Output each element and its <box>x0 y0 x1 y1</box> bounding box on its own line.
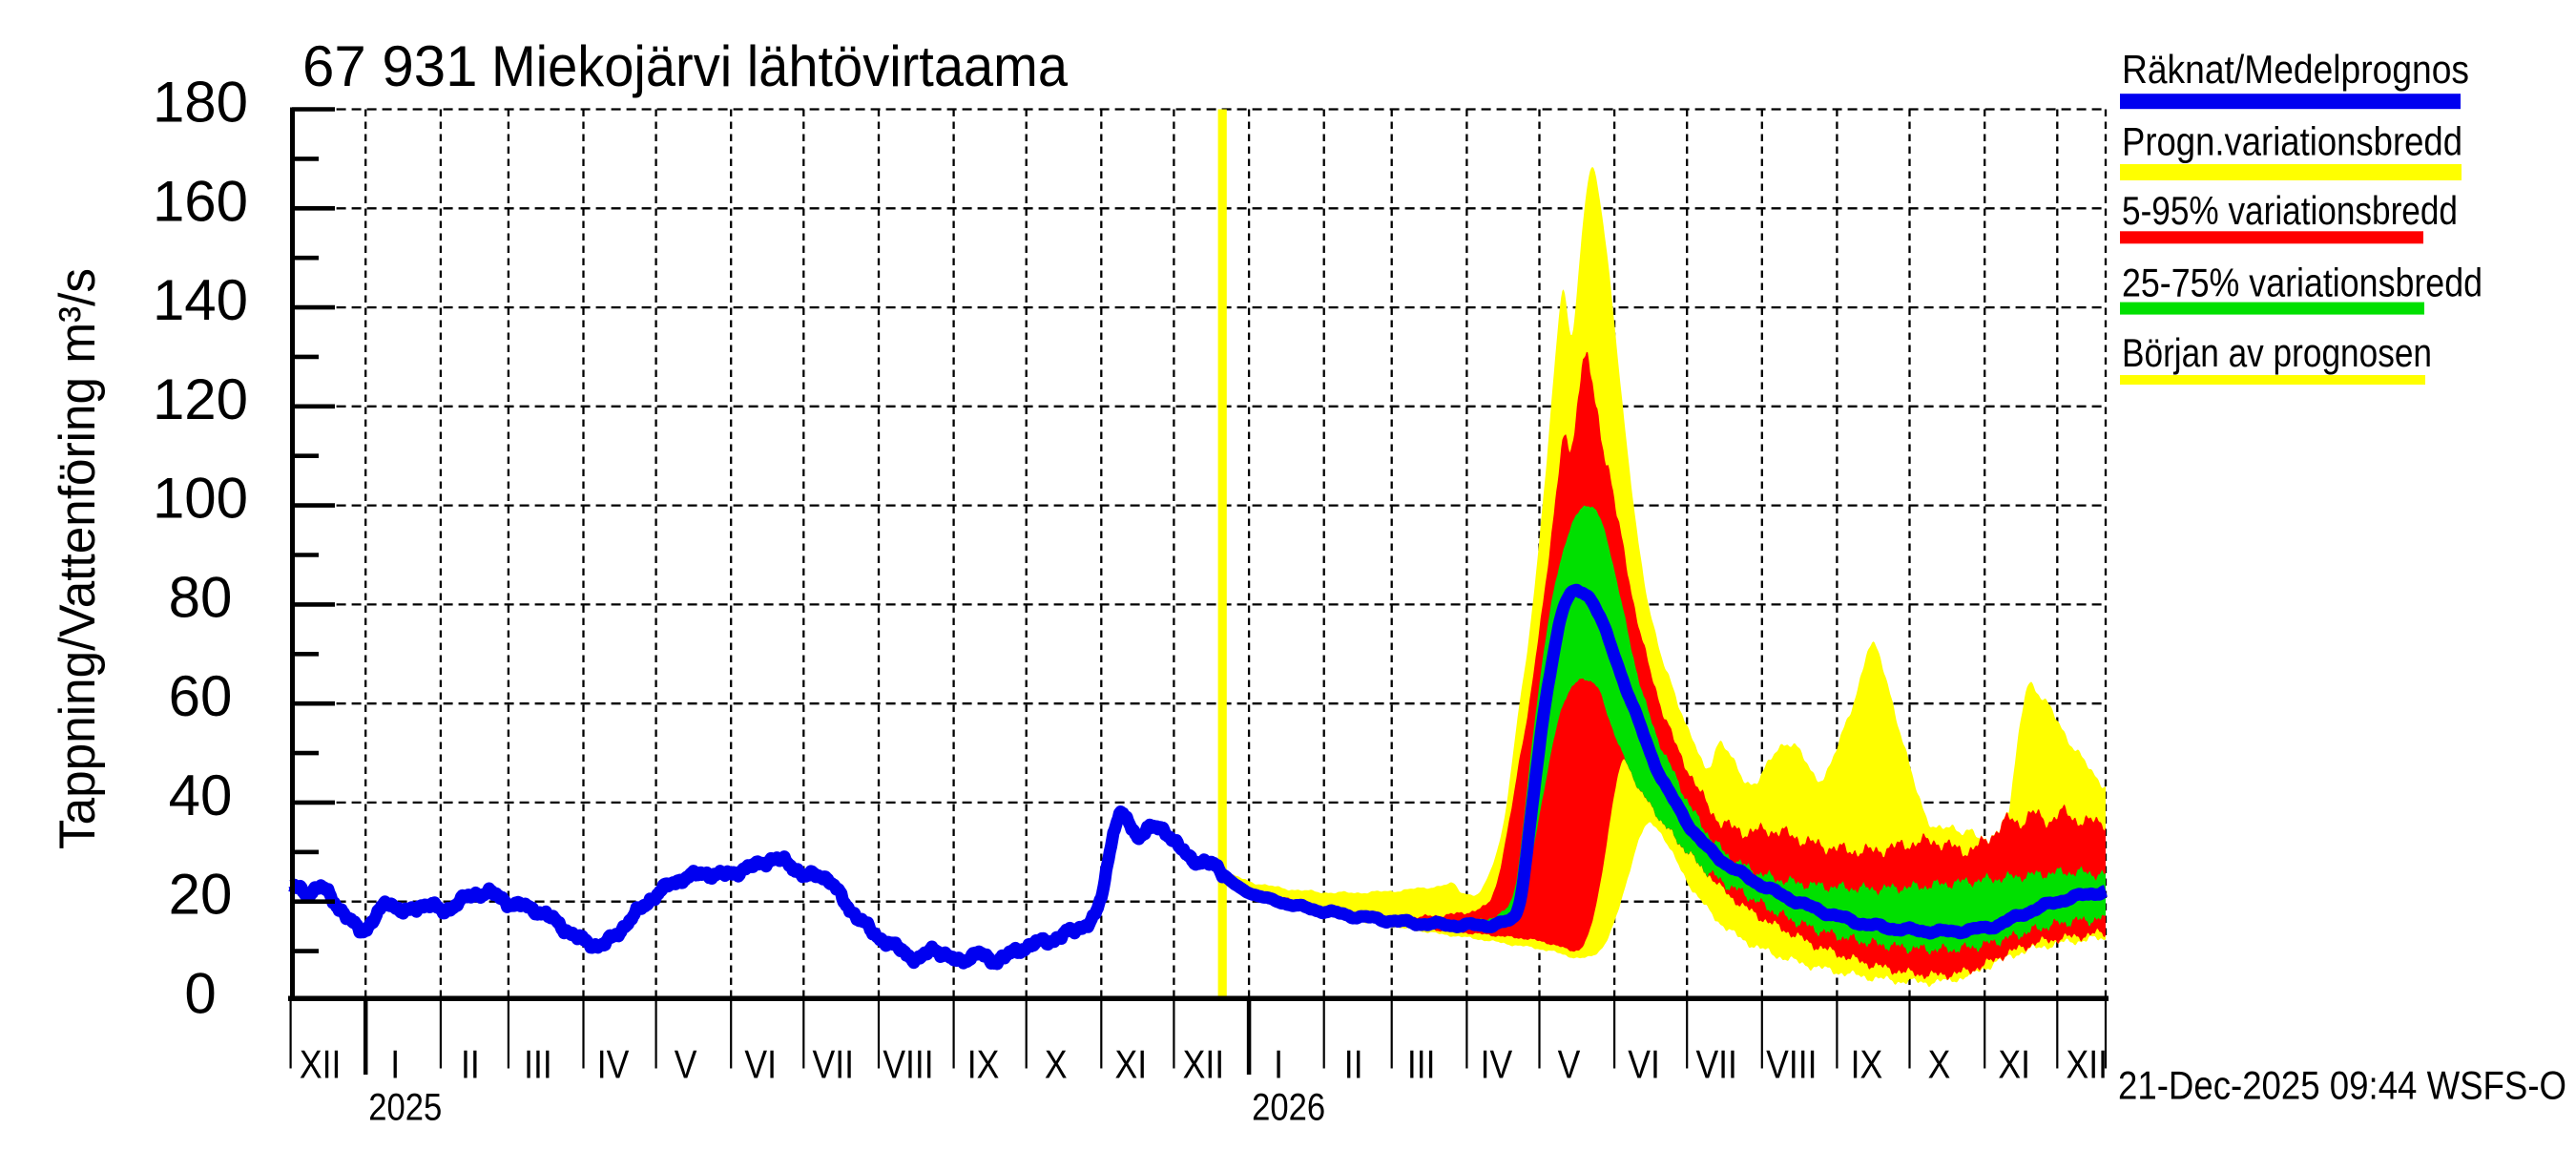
svg-text:X: X <box>1045 1042 1068 1087</box>
svg-text:III: III <box>524 1042 552 1087</box>
svg-text:II: II <box>461 1042 480 1087</box>
svg-text:XI: XI <box>1115 1042 1148 1087</box>
svg-text:IV: IV <box>1481 1042 1513 1087</box>
svg-text:VII: VII <box>1695 1042 1737 1087</box>
svg-text:XII: XII <box>2067 1042 2109 1087</box>
svg-text:Tappning/Vattenföring m³/s: Tappning/Vattenföring m³/s <box>50 268 106 849</box>
svg-text:80: 80 <box>169 565 233 629</box>
svg-text:Miekojärvi lähtövirtaama: Miekojärvi lähtövirtaama <box>491 34 1069 98</box>
svg-text:II: II <box>1344 1042 1363 1087</box>
svg-text:IV: IV <box>597 1042 630 1087</box>
svg-text:120: 120 <box>153 367 248 431</box>
svg-text:XII: XII <box>300 1042 342 1087</box>
svg-text:V: V <box>1558 1042 1581 1087</box>
svg-text:Progn.variationsbredd: Progn.variationsbredd <box>2122 119 2462 164</box>
svg-text:XI: XI <box>1998 1042 2030 1087</box>
svg-text:IX: IX <box>967 1042 1000 1087</box>
svg-text:20: 20 <box>169 863 233 927</box>
svg-text:21-Dec-2025 09:44 WSFS-O: 21-Dec-2025 09:44 WSFS-O <box>2118 1063 2566 1108</box>
svg-text:60: 60 <box>169 664 233 728</box>
svg-text:X: X <box>1928 1042 1951 1087</box>
svg-text:160: 160 <box>153 169 248 233</box>
svg-text:0: 0 <box>184 962 216 1026</box>
svg-text:67 931: 67 931 <box>302 34 478 98</box>
svg-text:VIII: VIII <box>883 1042 933 1087</box>
svg-text:2026: 2026 <box>1252 1087 1325 1129</box>
svg-text:25-75% variationsbredd: 25-75% variationsbredd <box>2122 261 2483 305</box>
svg-text:Räknat/Medelprognos: Räknat/Medelprognos <box>2122 47 2469 92</box>
svg-text:180: 180 <box>153 71 248 135</box>
svg-text:I: I <box>1274 1042 1283 1087</box>
svg-text:III: III <box>1407 1042 1436 1087</box>
svg-text:VI: VI <box>744 1042 777 1087</box>
svg-text:2025: 2025 <box>368 1087 442 1129</box>
svg-text:XII: XII <box>1183 1042 1225 1087</box>
svg-text:VI: VI <box>1628 1042 1660 1087</box>
svg-text:100: 100 <box>153 467 248 531</box>
svg-text:140: 140 <box>153 268 248 332</box>
svg-text:Början av prognosen: Början av prognosen <box>2122 330 2432 375</box>
svg-text:I: I <box>390 1042 400 1087</box>
svg-text:5-95% variationsbredd: 5-95% variationsbredd <box>2122 188 2458 233</box>
svg-text:40: 40 <box>169 763 233 827</box>
svg-text:VII: VII <box>813 1042 855 1087</box>
svg-text:IX: IX <box>1851 1042 1883 1087</box>
svg-text:V: V <box>675 1042 697 1087</box>
svg-text:VIII: VIII <box>1766 1042 1817 1087</box>
